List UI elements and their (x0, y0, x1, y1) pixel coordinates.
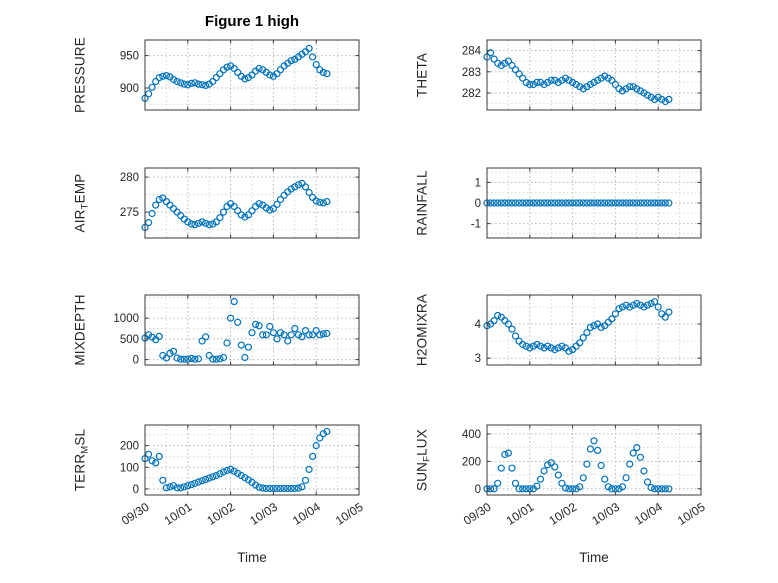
subplot-theta: 282 283 284 (437, 32, 709, 122)
figure-title: Figure 1 high (204, 13, 300, 30)
ylabel-text: THETA (414, 52, 430, 98)
ylabel-text: RAINFALL (414, 170, 430, 236)
xlabel-left-column: Time (237, 550, 267, 565)
ylabel-subscript: F (421, 455, 433, 462)
subplot-rainfall: -1 0 1 (437, 160, 709, 250)
svg-text:10/03: 10/03 (589, 500, 622, 528)
ylabel-text: H2OMIXRA (414, 293, 430, 367)
svg-text:284: 284 (462, 46, 482, 58)
svg-text:200: 200 (462, 456, 481, 468)
svg-text:282: 282 (462, 88, 481, 100)
svg-text:283: 283 (462, 67, 481, 79)
svg-text:10/02: 10/02 (546, 500, 579, 528)
ylabel-sun-flux: SUNFLUX (414, 429, 433, 491)
ylabel-rainfall: RAINFALL (415, 170, 430, 235)
ylabel-text: MIXDEPTH (72, 294, 88, 366)
svg-text:-1: -1 (471, 219, 481, 231)
svg-text:0: 0 (133, 484, 139, 496)
svg-text:0: 0 (133, 355, 139, 367)
svg-text:4: 4 (475, 319, 482, 331)
ylabel-text: SL (72, 428, 88, 446)
ylabel-subscript: M (79, 445, 91, 454)
ylabel-terr-msl: TERRMSL (72, 428, 91, 492)
svg-text:10/04: 10/04 (290, 500, 323, 528)
svg-text:0: 0 (475, 484, 481, 496)
svg-text:09/30: 09/30 (119, 500, 152, 528)
ylabel-subscript: T (79, 203, 91, 210)
svg-text:1: 1 (475, 177, 481, 189)
svg-text:1000: 1000 (113, 313, 139, 325)
ylabel-pressure: PRESSURE (73, 37, 88, 113)
subplot-sun-flux: 0 200 400 09/30 10/01 10/02 10/03 10/04 10/05 (437, 417, 709, 573)
subplot-air-temp: 275 280 (95, 160, 367, 250)
svg-text:400: 400 (462, 429, 481, 441)
svg-text:275: 275 (120, 207, 139, 219)
ylabel-text: LUX (414, 429, 430, 456)
svg-text:0: 0 (475, 198, 481, 210)
svg-text:10/01: 10/01 (162, 500, 195, 528)
subplot-terr-msl: 0 100 200 09/30 10/01 10/02 10/03 10/04 10/05 (95, 417, 367, 573)
svg-text:10/01: 10/01 (504, 500, 537, 528)
ylabel-mixdepth: MIXDEPTH (73, 294, 88, 365)
ylabel-theta: THETA (415, 53, 430, 97)
svg-text:10/05: 10/05 (675, 500, 708, 528)
subplot-pressure: 900 950 (95, 32, 367, 122)
svg-text:10/04: 10/04 (632, 500, 665, 528)
xlabel-right-column: Time (579, 550, 609, 565)
svg-text:200: 200 (120, 441, 139, 453)
svg-text:3: 3 (475, 353, 481, 365)
svg-text:09/30: 09/30 (461, 500, 494, 528)
ylabel-text: PRESSURE (72, 37, 88, 113)
svg-text:10/02: 10/02 (204, 500, 237, 528)
svg-text:10/05: 10/05 (333, 500, 366, 528)
ylabel-air-temp: AIRTEMP (72, 173, 91, 233)
ylabel-text: TERR (72, 453, 88, 492)
svg-text:950: 950 (120, 51, 139, 63)
svg-text:900: 900 (120, 83, 139, 95)
subplot-mixdepth: 0 500 1000 (95, 287, 367, 377)
svg-text:280: 280 (120, 172, 139, 184)
ylabel-text: AIR (72, 209, 88, 233)
svg-text:10/03: 10/03 (247, 500, 280, 528)
svg-text:500: 500 (120, 334, 139, 346)
ylabel-text: EMP (72, 173, 88, 204)
ylabel-h2omixra: H2OMIXRA (415, 294, 430, 366)
ylabel-text: SUN (414, 461, 430, 491)
svg-text:100: 100 (120, 462, 139, 474)
